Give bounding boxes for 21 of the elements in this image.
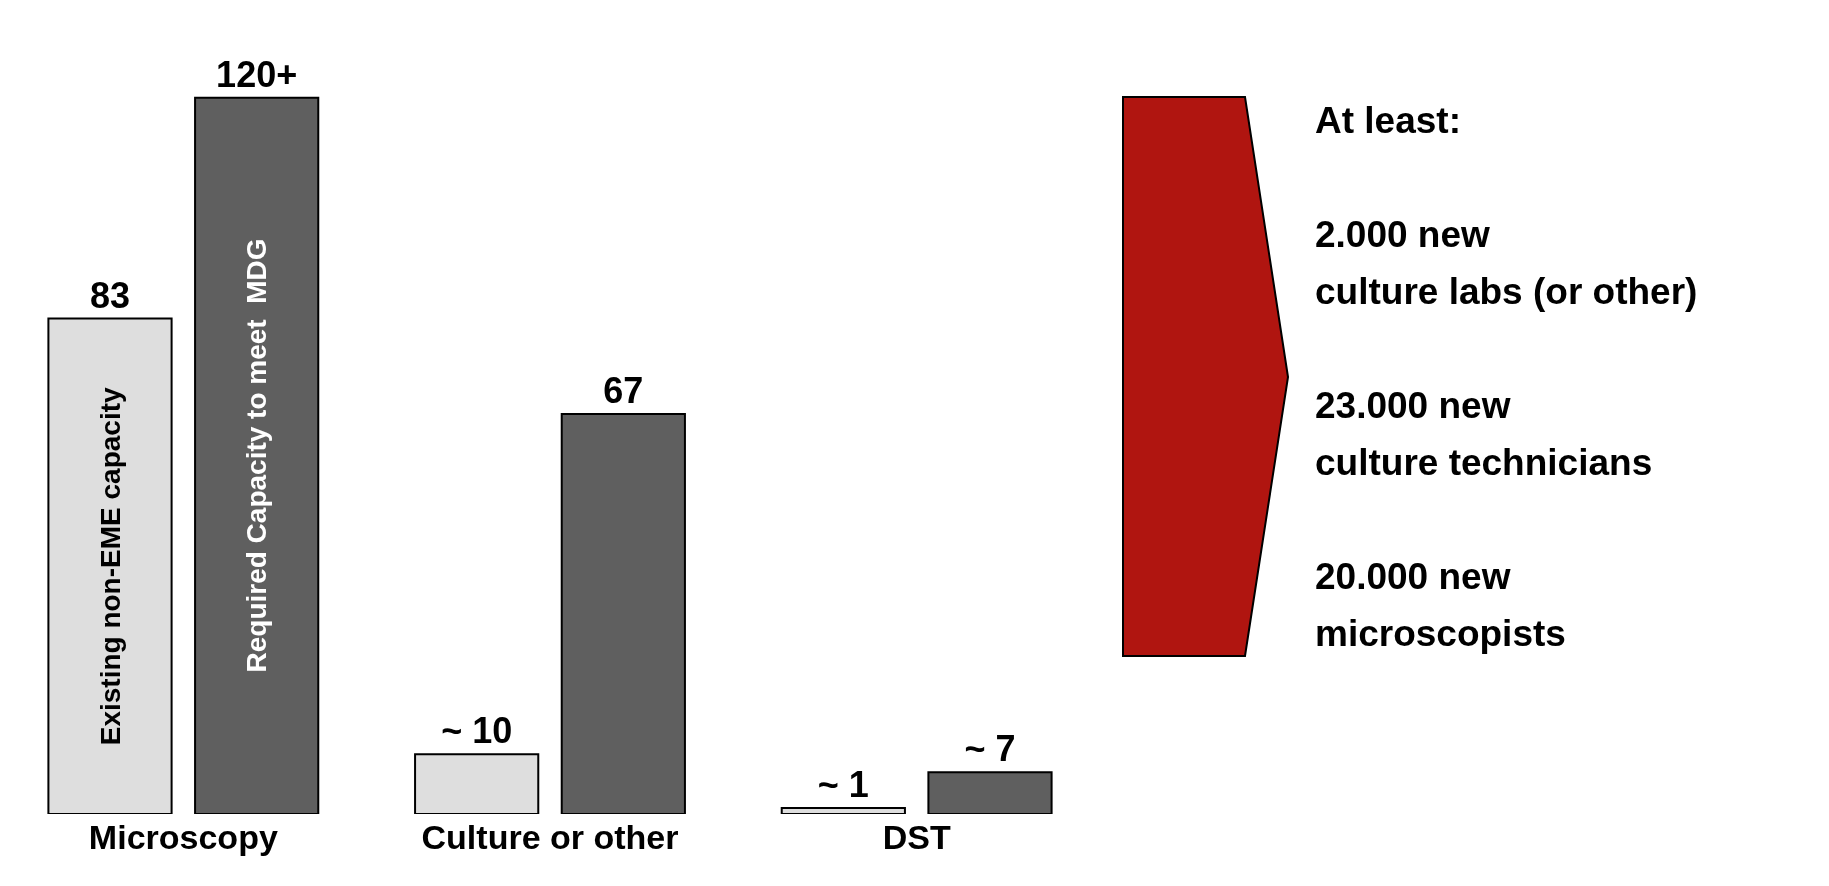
bar [927, 771, 1053, 814]
x-tick-label: DST [882, 818, 951, 856]
data-label: ~ 10 [441, 710, 513, 752]
text: 23.000 new culture technicians [1315, 384, 1654, 485]
data-label: 120+ [216, 53, 298, 95]
bar [414, 753, 540, 814]
bar [560, 413, 686, 814]
x-tick-label: Microscopy [88, 818, 278, 856]
series-label: Existing non-EME capacity [94, 387, 126, 746]
bar [47, 317, 173, 814]
text: 20.000 new microscopists [1315, 555, 1567, 656]
text: At least: [1315, 99, 1462, 143]
data-label: ~ 1 [817, 764, 869, 806]
text: 2.000 new culture labs (or other) [1315, 213, 1698, 314]
data-label: ~ 7 [964, 728, 1016, 770]
bar [780, 807, 906, 814]
bar [194, 96, 320, 814]
series-label: Required Capacity to meet MDG [240, 238, 272, 673]
data-label: 67 [603, 370, 644, 412]
data-label: 83 [89, 274, 131, 316]
x-tick-label: Culture or other [421, 818, 679, 856]
